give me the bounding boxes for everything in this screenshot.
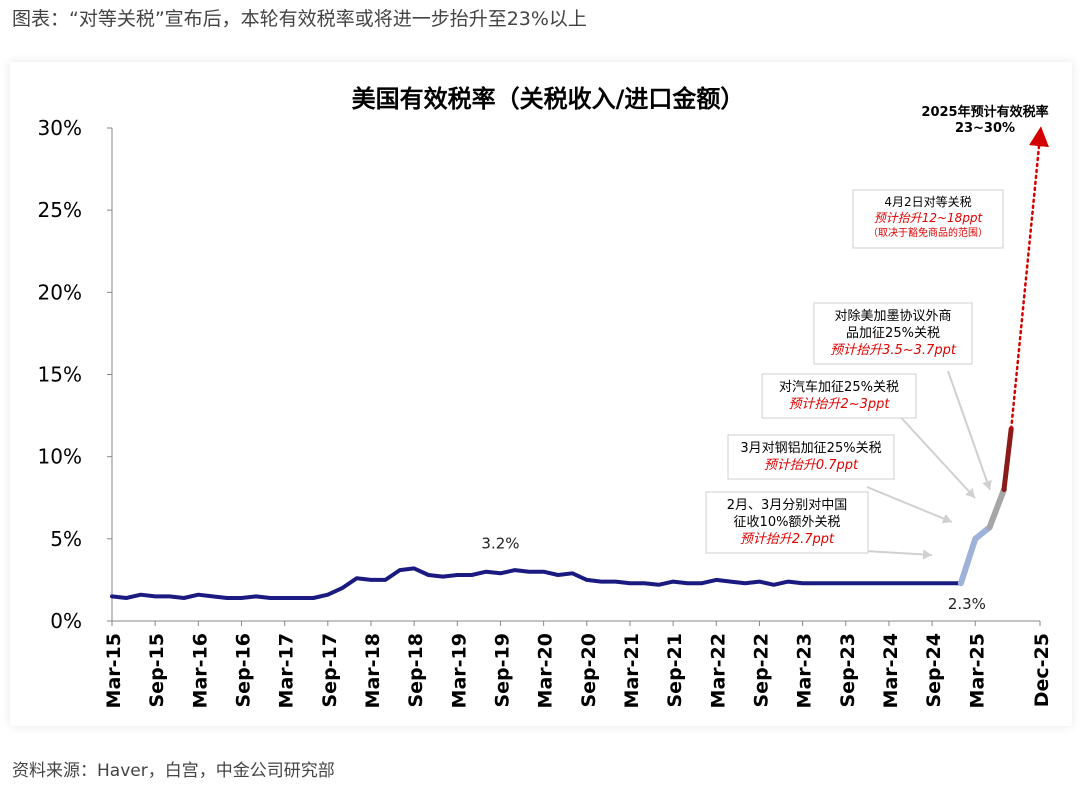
connector-arrow [866,486,953,523]
x-tick-label: Sep-21 [664,633,686,708]
x-tick-label: Sep-20 [578,633,600,708]
x-tick-label: Mar-22 [707,633,729,708]
connector-arrowhead [922,549,932,560]
y-tick-label: 25% [38,198,82,222]
point-label: 2.3% [948,595,986,613]
connector-arrow [894,410,976,499]
series-china_10pct [957,535,979,587]
annotation-connectors [865,370,992,560]
x-tick-label: Mar-15 [103,633,125,708]
x-axis: Mar-15 Sep-15 Mar-16 Sep-16 Mar-17 Sep-17 Mar-… [103,620,1053,708]
x-tick-label: Dec-25 [1031,633,1053,707]
connector-arrowhead [965,487,975,498]
annotation-text: 23~30% [955,121,1015,136]
point-labels: 3.2% 2.3% [481,534,986,613]
series-projection [1009,126,1049,430]
y-tick-label: 15% [38,363,82,387]
x-tick-label: Sep-23 [837,633,859,708]
annotation-text: 4月2日对等关税 [884,195,971,209]
series-layer [110,126,1049,600]
x-tick-label: Mar-18 [362,633,384,708]
connector-arrowhead [941,513,952,524]
annotation-red-text: 预计抬升0.7ppt [764,458,859,473]
annotation-red-text: 预计抬升3.5~3.7ppt [830,343,957,358]
x-tick-label: Sep-19 [491,633,513,708]
annotation-note: （取决于豁免商品的范围） [868,226,988,239]
annotation-text: 2月、3月分别对中国 [727,498,848,513]
annotation-red-text: 预计抬升12~18ppt [874,211,984,225]
x-tick-label: Mar-16 [189,633,211,708]
annotation-box [727,434,895,480]
x-tick-label: Mar-17 [276,633,298,708]
x-tick-label: Sep-16 [232,633,254,708]
x-tick-label: Mar-24 [880,633,902,708]
y-tick-label: 20% [38,280,82,304]
annotation-box [705,491,869,554]
connector-arrowhead [982,479,992,490]
x-tick-label: Mar-19 [448,633,470,708]
point-label: 3.2% [481,534,519,552]
annotation-box [852,189,1004,249]
y-tick-label: 10% [38,445,82,469]
x-tick-label: Sep-17 [319,633,341,708]
annotation-red-text: 预计抬升2.7ppt [740,532,835,547]
figure-caption: 图表：“对等关税”宣布后，本轮有效税率或将进一步抬升至23%以上 [12,8,587,30]
series-autos [986,486,1007,531]
chart-title: 美国有效税率（关税收入/进口金额） [352,85,745,113]
y-tick-label: 30% [38,116,82,140]
x-tick-label: Sep-18 [405,633,427,708]
x-tick-label: Sep-22 [750,633,772,708]
y-tick-label: 0% [50,609,82,633]
annotation-red-text: 预计抬升2~3ppt [788,397,890,412]
annotation-text: 2025年预计有效税率 [921,104,1048,120]
x-tick-label: Mar-25 [966,633,988,708]
series-history [110,566,963,600]
annotation-text: 对除美加墨协议外商 [834,309,951,324]
x-tick-label: Mar-21 [621,633,643,708]
annotation-text: 品加征25%关税 [846,326,940,341]
x-tick-label: Mar-23 [794,633,816,708]
annotation-box [813,302,973,365]
connector-arrow [947,370,991,491]
source-note: 资料来源：Haver，白宫，中金公司研究部 [12,761,335,781]
connector-arrow [865,550,933,556]
y-axis: 0% 5% 10% 15% 20% 25% 30% [38,116,113,633]
x-tick-label: Sep-15 [146,633,168,708]
annotation-text: 3月对钢铝加征25%关税 [740,441,881,456]
x-tick-label: Mar-20 [535,633,557,708]
series-reciprocal [1001,426,1014,492]
annotation-text: 对汽车加征25%关税 [779,379,899,395]
annotation-text: 征收10%额外关税 [734,515,841,530]
annotation-box [761,373,917,419]
series-steel_aluminum [972,524,993,542]
y-tick-label: 5% [50,527,82,551]
x-tick-label: Sep-24 [923,633,945,708]
